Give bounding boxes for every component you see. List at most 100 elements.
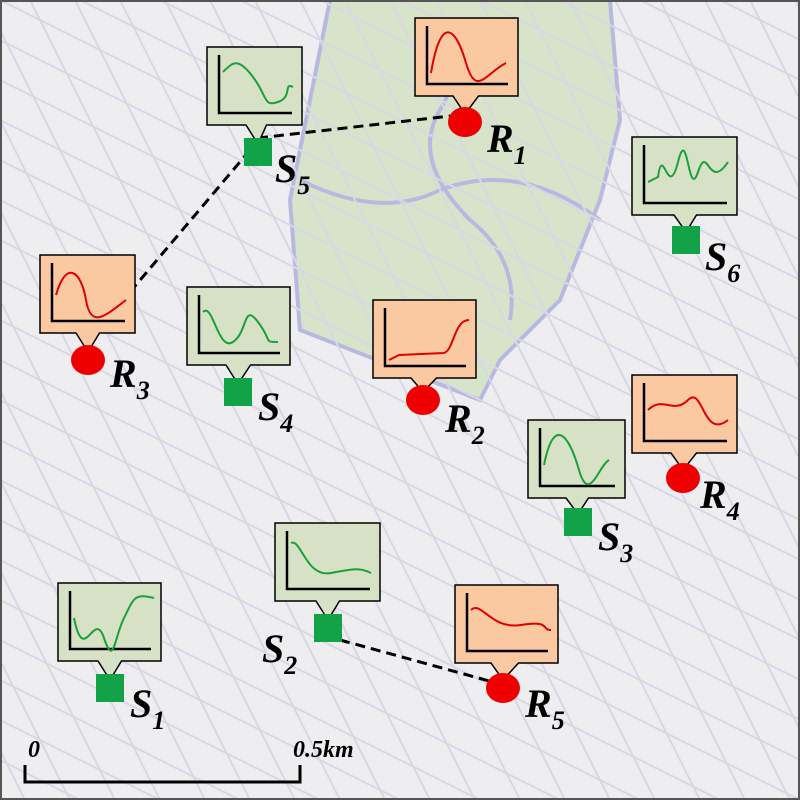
street (321, 2, 798, 241)
popup-curve (430, 31, 507, 82)
street (614, 2, 798, 369)
sensor-square (96, 674, 124, 702)
sensor-square (564, 508, 592, 536)
label-base: S (275, 146, 297, 191)
popup-axes (642, 383, 727, 443)
receiver-dot (666, 463, 700, 493)
label-base: R (444, 396, 472, 441)
popup (454, 584, 559, 682)
popup-curve (543, 434, 610, 486)
label-base: S (262, 626, 284, 671)
popup (274, 522, 381, 622)
street (81, 2, 798, 361)
marker-label: R4 (699, 472, 740, 526)
popup-curve (73, 595, 155, 652)
street (2, 519, 559, 798)
marker-label: R1 (486, 116, 527, 170)
sensor-square (244, 138, 272, 166)
popup-curve (647, 396, 729, 426)
street (241, 2, 798, 281)
popup-axes (68, 591, 151, 651)
street (2, 359, 798, 761)
popup-axes (425, 26, 508, 86)
marker: R4 (631, 374, 740, 526)
marker: R5 (454, 584, 565, 735)
marker: R1 (414, 17, 527, 170)
street (2, 399, 798, 798)
popup-axes (538, 428, 615, 488)
street (2, 301, 251, 798)
street (2, 239, 798, 641)
street (2, 439, 719, 798)
sensor-square (224, 378, 252, 406)
sensor-square (672, 226, 700, 254)
popup-axes (197, 295, 280, 355)
label-sub: 5 (552, 706, 565, 735)
street (2, 479, 639, 798)
street (2, 121, 341, 798)
marker-label: S1 (130, 681, 165, 735)
popup (206, 46, 303, 146)
sensor-square (314, 614, 342, 642)
scale-line (23, 765, 302, 784)
links (128, 114, 494, 684)
popup-curve (290, 541, 372, 575)
street (2, 211, 296, 798)
label-base: R (524, 681, 552, 726)
marker: R3 (39, 254, 150, 405)
street (74, 2, 476, 798)
marker: S3 (527, 419, 633, 568)
label-base: R (699, 472, 727, 517)
street (704, 2, 798, 189)
marker-label: R2 (444, 396, 485, 450)
receiver-dot (406, 385, 440, 415)
street (2, 661, 71, 798)
marker-label: S2 (262, 626, 297, 680)
label-base: S (705, 234, 727, 279)
label-sub: 2 (471, 421, 485, 450)
label-sub: 2 (283, 651, 297, 680)
marker: S5 (206, 46, 310, 200)
popup-axes (383, 308, 466, 368)
label-base: R (109, 351, 137, 396)
popup-curve (222, 62, 294, 105)
popup-axes (465, 593, 548, 653)
label-sub: 3 (136, 376, 150, 405)
marker-label: R5 (524, 681, 565, 735)
label-sub: 3 (619, 539, 633, 568)
receiver-dot (448, 107, 482, 137)
label-base: S (130, 681, 152, 726)
street (164, 2, 566, 798)
marker: S6 (631, 136, 740, 288)
street (161, 2, 798, 321)
popup (57, 582, 162, 682)
popup (631, 374, 738, 472)
marker-label: S4 (258, 384, 293, 438)
popup-curve (388, 319, 470, 361)
street (2, 559, 479, 798)
street (2, 39, 798, 441)
label-sub: 4 (279, 409, 293, 438)
marker-label: R3 (109, 351, 150, 405)
receiver-dot (71, 345, 105, 375)
label-sub: 6 (727, 259, 740, 288)
popup (631, 136, 738, 234)
street (2, 319, 798, 721)
label-sub: 5 (297, 171, 310, 200)
popup-curve (470, 607, 552, 631)
street (2, 481, 161, 798)
popup-axes (285, 531, 370, 591)
street (2, 31, 386, 798)
popup-curve (55, 272, 127, 319)
label-sub: 1 (152, 706, 165, 735)
marker-label: S5 (275, 146, 310, 200)
scale-start: 0 (28, 737, 40, 763)
link (339, 638, 494, 684)
popup (527, 419, 626, 516)
popup-curve (202, 309, 279, 345)
popup-axes (217, 55, 292, 115)
street (569, 2, 798, 459)
